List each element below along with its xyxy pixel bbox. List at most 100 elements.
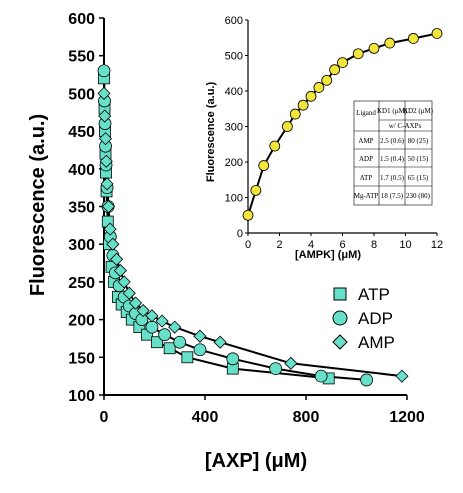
point-adp bbox=[360, 373, 374, 387]
inset-y-tick-label: 500 bbox=[225, 51, 243, 63]
inset-point bbox=[329, 64, 341, 76]
inset-point bbox=[407, 33, 419, 44]
point-amp bbox=[122, 286, 136, 300]
point-amp bbox=[155, 314, 169, 328]
legend-marker-adp bbox=[332, 310, 348, 326]
inset-x-tick-label: 4 bbox=[308, 239, 314, 251]
point-amp bbox=[101, 199, 116, 214]
main-x-tick-label: 0 bbox=[100, 409, 109, 426]
table-cell: ATP bbox=[360, 174, 373, 182]
kd-table: Ligand KD1 (μM) KD2 (μM) w/ C-AXPs AMP 2.… bbox=[353, 100, 434, 206]
inset-x-axis-label: [AMPK] (μM) bbox=[295, 249, 361, 261]
main-x-tick-label: 1200 bbox=[389, 409, 425, 426]
inset-point bbox=[384, 37, 396, 49]
legend-marker-atp bbox=[333, 287, 347, 301]
inset-point bbox=[321, 74, 333, 86]
inset-x-tick-label: 8 bbox=[371, 239, 377, 251]
table-cell: AMP bbox=[358, 137, 373, 145]
main-y-tick-label: 400 bbox=[68, 162, 95, 179]
main-x-tick-label: 800 bbox=[293, 409, 320, 426]
point-amp bbox=[99, 154, 113, 168]
point-adp bbox=[226, 352, 240, 366]
point-amp bbox=[145, 309, 159, 323]
point-atp bbox=[163, 342, 176, 355]
legend: ATP ADP AMP bbox=[332, 285, 395, 352]
point-atp bbox=[151, 336, 163, 349]
main-y-tick-label: 600 bbox=[68, 11, 95, 28]
table-cell: 1.7 (0.5) bbox=[380, 174, 405, 182]
inset-y-axis-label: Fluorescence (a.u.) bbox=[205, 82, 217, 183]
point-adp bbox=[158, 328, 172, 342]
table-cell: 65 (15) bbox=[408, 174, 429, 182]
inset-point bbox=[297, 99, 309, 111]
inset-point bbox=[281, 121, 293, 132]
main-y-axis-label: Fluorescence (a.u.) bbox=[27, 114, 49, 296]
point-amp bbox=[136, 303, 150, 318]
main-y-tick-label: 550 bbox=[68, 49, 95, 66]
inset-point bbox=[242, 209, 254, 221]
inset-point bbox=[305, 90, 317, 102]
table-cell: 80 (25) bbox=[408, 137, 429, 145]
legend-label-atp: ATP bbox=[358, 285, 390, 304]
inset-y-tick-label: 400 bbox=[225, 86, 243, 98]
table-header-kd2: KD2 (μM) bbox=[403, 107, 434, 115]
inset-y-tick-label: 100 bbox=[225, 193, 243, 205]
main-y-tick-label: 500 bbox=[68, 86, 95, 103]
main-x-tick-label: 400 bbox=[192, 409, 219, 426]
main-y-tick-label: 100 bbox=[68, 388, 95, 405]
point-amp bbox=[106, 237, 120, 251]
inset-y-tick-label: 600 bbox=[225, 15, 243, 27]
inset-plot: 0 100 200 300 400 500 600 0 2 4 6 8 10 12 Fluorescenc… bbox=[205, 15, 443, 261]
inset-y-tick-label: 200 bbox=[225, 157, 243, 169]
main-x-axis-label: [AXP] (μM) bbox=[205, 450, 307, 472]
point-amp bbox=[284, 356, 298, 370]
inset-axes: 0 100 200 300 400 500 600 0 2 4 6 8 10 12 bbox=[225, 15, 443, 251]
point-amp bbox=[128, 296, 143, 310]
point-atp bbox=[181, 351, 194, 364]
main-plot: 100 150 200 250 300 350 400 450 500 550 600 0 400 800… bbox=[27, 11, 425, 472]
table-cell: 230 (80) bbox=[406, 192, 431, 200]
table-subheader: w/ C-AXPs bbox=[389, 122, 422, 130]
table-cell: ADP bbox=[359, 155, 373, 163]
inset-point bbox=[313, 82, 325, 93]
table-cell: Mg-ATP bbox=[354, 192, 379, 200]
point-adp bbox=[314, 369, 328, 383]
main-y-tick-label: 250 bbox=[68, 275, 95, 292]
inset-point bbox=[289, 108, 301, 120]
inset-y-tick-label: 300 bbox=[225, 122, 243, 134]
point-amp bbox=[113, 264, 127, 278]
table-header-kd1: KD1 (μM) bbox=[377, 107, 408, 115]
inset-point bbox=[258, 160, 270, 171]
point-adp bbox=[97, 64, 111, 78]
main-y-tick-label: 450 bbox=[68, 124, 95, 141]
inset-point bbox=[431, 28, 443, 39]
inset-point bbox=[250, 184, 262, 196]
main-y-tick-label: 350 bbox=[68, 200, 95, 217]
point-adp bbox=[269, 362, 283, 376]
main-y-tick-label: 200 bbox=[68, 313, 95, 330]
table-cell: 18 (7.5) bbox=[381, 192, 404, 200]
inset-data-points bbox=[242, 28, 443, 221]
main-y-tick-label: 150 bbox=[68, 350, 95, 367]
inset-point bbox=[368, 43, 380, 54]
point-amp bbox=[395, 369, 409, 383]
point-amp bbox=[213, 335, 227, 349]
point-amp bbox=[97, 86, 111, 100]
point-amp bbox=[110, 252, 124, 266]
point-amp bbox=[98, 132, 113, 146]
point-adp bbox=[193, 343, 207, 357]
main-y-tick-label: 300 bbox=[68, 237, 95, 254]
legend-marker-amp bbox=[332, 334, 348, 350]
legend-label-adp: ADP bbox=[358, 309, 393, 328]
point-amp bbox=[103, 222, 117, 236]
table-cell: 2.5 (0.6) bbox=[380, 137, 405, 145]
point-amp bbox=[117, 275, 131, 289]
inset-x-tick-label: 6 bbox=[339, 239, 345, 251]
inset-y-tick-label: 0 bbox=[237, 228, 243, 240]
point-adp bbox=[145, 320, 159, 334]
table-cell: 50 (15) bbox=[408, 155, 429, 163]
point-amp bbox=[98, 109, 112, 123]
point-amp bbox=[100, 177, 114, 191]
point-adp bbox=[173, 335, 187, 349]
